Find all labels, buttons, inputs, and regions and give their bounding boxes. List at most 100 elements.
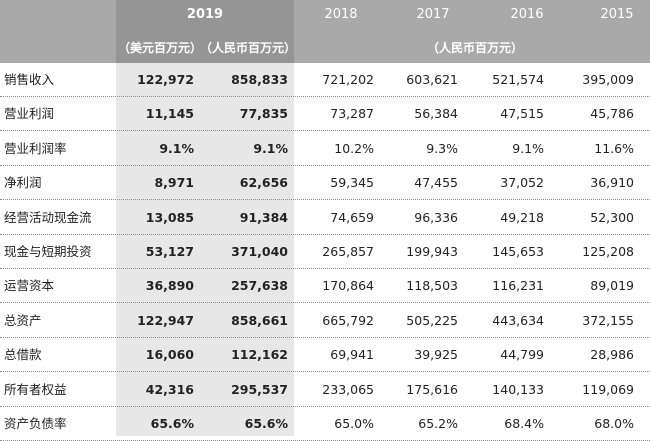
- row-value: 37,052: [500, 175, 544, 191]
- row-label: 运营资本: [4, 278, 55, 294]
- header-band-2019: [116, 0, 294, 63]
- row-label: 总资产: [4, 312, 42, 328]
- row-label: 净利润: [4, 175, 42, 191]
- row-value: 11,145: [145, 106, 194, 122]
- row-value: 73,287: [330, 106, 374, 122]
- year-header-2019: 2019: [186, 7, 224, 22]
- table-row: 销售收入 122,972 858,833 721,202 603,621 521,574 3…: [0, 63, 650, 97]
- table-row: 净利润 8,971 62,656 59,345 47,455 37,052 36,910: [0, 166, 650, 201]
- row-label: 所有者权益: [4, 381, 67, 397]
- row-value: 265,857: [322, 244, 374, 259]
- row-divider: [0, 371, 650, 373]
- row-label: 营业利润: [4, 106, 55, 122]
- row-label: 营业利润率: [4, 140, 67, 156]
- row-value: 52,300: [590, 209, 634, 225]
- row-divider: [0, 199, 650, 201]
- year-header-2017: 2017: [416, 7, 450, 22]
- row-value: 68.4%: [504, 416, 544, 431]
- highlight-column-2019: [116, 0, 294, 436]
- row-value: 257,638: [231, 278, 288, 294]
- row-value: 505,225: [406, 312, 458, 328]
- row-value: 69,941: [330, 347, 374, 363]
- unit-usd-millions: （美元百万元）: [117, 41, 202, 55]
- unit-rmb-millions: （人民币百万元）: [200, 41, 297, 55]
- table-row: 经营活动现金流 13,085 91,384 74,659 96,336 49,218 52,…: [0, 201, 650, 235]
- row-value: 13,085: [145, 209, 194, 225]
- row-value: 49,218: [500, 209, 544, 225]
- row-value: 44,799: [500, 347, 544, 363]
- row-value: 65.0%: [334, 416, 374, 431]
- row-value: 65.6%: [244, 416, 288, 431]
- row-value: 858,661: [231, 312, 288, 328]
- row-value: 47,455: [414, 175, 458, 191]
- row-value: 47,515: [500, 106, 544, 122]
- table-row: 总借款 16,060 112,162 69,941 39,925 44,799 28,986: [0, 338, 650, 373]
- row-value: 36,910: [590, 175, 634, 191]
- row-value: 9.1%: [512, 140, 544, 156]
- row-value: 59,345: [330, 175, 374, 191]
- row-value: 28,986: [590, 347, 634, 363]
- row-value: 56,384: [414, 106, 458, 122]
- table-row: 营业利润率 9.1% 9.1% 10.2% 9.3% 9.1% 11.6%: [0, 132, 650, 166]
- row-value: 45,786: [590, 106, 634, 122]
- row-label: 总借款: [4, 347, 42, 363]
- row-value: 175,616: [406, 381, 458, 397]
- row-value: 199,943: [406, 244, 458, 259]
- row-value: 112,162: [231, 347, 288, 363]
- row-divider: [0, 302, 650, 304]
- row-value: 371,040: [231, 244, 288, 259]
- table-row: 现金与短期投资 53,127 371,040 265,857 199,943 145,65…: [0, 235, 650, 269]
- row-value: 77,835: [239, 106, 288, 122]
- row-label: 经营活动现金流: [4, 209, 92, 225]
- row-value: 53,127: [145, 244, 194, 259]
- row-value: 665,792: [322, 312, 374, 328]
- row-value: 9.1%: [253, 140, 288, 156]
- row-value: 521,574: [492, 72, 544, 87]
- row-value: 118,503: [406, 278, 458, 294]
- row-value: 372,155: [582, 312, 634, 328]
- row-value: 603,621: [406, 72, 458, 87]
- row-label: 销售收入: [4, 72, 55, 87]
- table-row: 总资产 122,947 858,661 665,792 505,225 443,634 37…: [0, 304, 650, 338]
- row-value: 145,653: [492, 244, 544, 259]
- row-value: 119,069: [582, 381, 634, 397]
- row-divider: [0, 336, 650, 338]
- row-value: 9.3%: [426, 140, 458, 156]
- row-value: 295,537: [231, 381, 288, 397]
- row-divider: [0, 130, 650, 132]
- row-value: 125,208: [582, 244, 634, 259]
- row-value: 9.1%: [159, 140, 194, 156]
- row-value: 443,634: [492, 312, 544, 328]
- row-value: 140,133: [492, 381, 544, 397]
- table-row: 所有者权益 42,316 295,537 233,065 175,616 140,133 1…: [0, 373, 650, 407]
- row-value: 42,316: [145, 381, 194, 397]
- row-divider: [0, 164, 650, 166]
- row-value: 16,060: [145, 347, 194, 363]
- row-value: 858,833: [231, 72, 288, 87]
- row-value: 233,065: [322, 381, 374, 397]
- row-value: 122,972: [137, 72, 194, 87]
- row-value: 96,336: [414, 209, 458, 225]
- row-value: 170,864: [322, 278, 374, 294]
- year-header-2015: 2015: [600, 7, 634, 22]
- row-value: 395,009: [582, 72, 634, 87]
- header-band: [0, 0, 650, 63]
- row-value: 122,947: [137, 312, 194, 328]
- row-value: 65.2%: [418, 416, 458, 431]
- row-value: 11.6%: [594, 140, 634, 156]
- row-value: 74,659: [330, 209, 374, 225]
- row-value: 91,384: [239, 209, 288, 225]
- row-value: 39,925: [414, 347, 458, 363]
- row-value: 89,019: [590, 278, 634, 294]
- unit-rmb-millions-history: （人民币百万元）: [426, 41, 523, 55]
- table-row: 营业利润 11,145 77,835 73,287 56,384 47,515 45,786: [0, 97, 650, 132]
- row-label: 资产负债率: [4, 416, 67, 431]
- row-divider: [0, 233, 650, 235]
- row-value: 62,656: [239, 175, 288, 191]
- row-value: 36,890: [145, 278, 194, 294]
- row-value: 10.2%: [334, 140, 374, 156]
- row-divider: [0, 96, 650, 97]
- row-value: 116,231: [492, 278, 544, 294]
- table-row: 运营资本 36,890 257,638 170,864 118,503 116,231 89…: [0, 269, 650, 304]
